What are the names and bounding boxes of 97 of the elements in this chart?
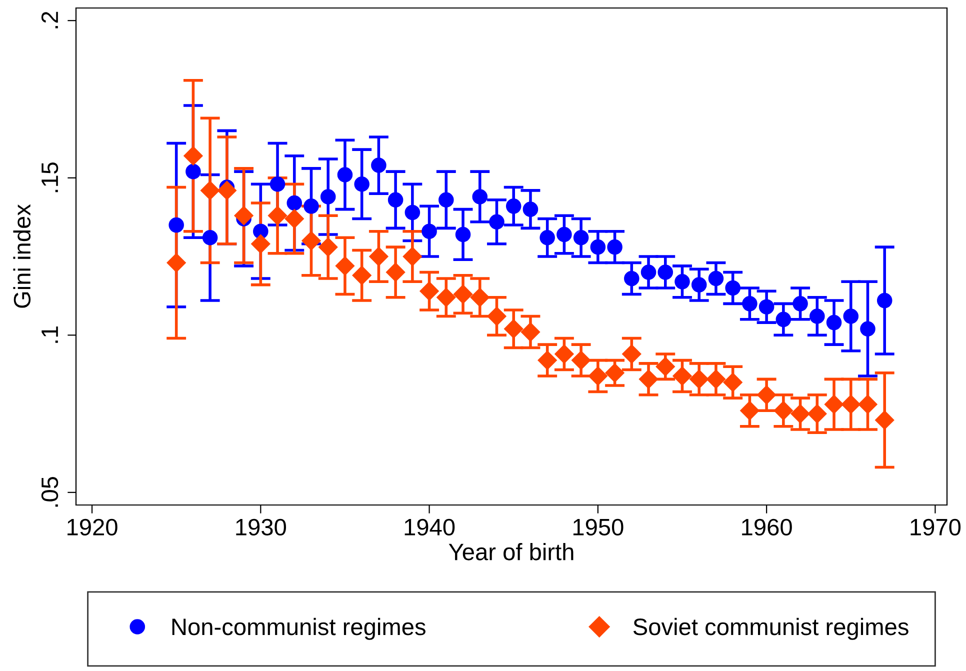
point [404, 204, 420, 220]
point [690, 370, 709, 389]
point [790, 404, 810, 424]
point [436, 288, 456, 307]
point [860, 321, 876, 336]
legend-label: Non-communist regimes [172, 618, 426, 640]
point [168, 217, 184, 233]
point [302, 231, 321, 250]
point [470, 288, 490, 307]
point [843, 308, 859, 324]
point [810, 308, 825, 324]
point [824, 394, 844, 414]
point [422, 224, 437, 239]
point [758, 299, 774, 314]
point [268, 206, 288, 226]
x-axis-title: Year of birth [448, 542, 574, 560]
point [304, 198, 319, 214]
point [725, 280, 740, 296]
y-tick-label: .2 [41, 12, 58, 28]
point [776, 312, 792, 328]
point [590, 239, 606, 255]
point [605, 363, 624, 382]
x-tick-label: 1960 [742, 518, 792, 536]
y-tick-label: .05 [41, 476, 58, 507]
point [556, 226, 572, 242]
point [658, 264, 674, 280]
point [202, 230, 218, 246]
point [388, 192, 404, 208]
point [420, 282, 439, 301]
point [538, 350, 557, 370]
point [251, 234, 270, 254]
point [166, 253, 186, 272]
point [184, 146, 203, 166]
point [402, 246, 422, 266]
point [352, 266, 372, 285]
point [186, 164, 201, 180]
point [455, 226, 471, 242]
point [808, 404, 827, 424]
point [472, 189, 488, 204]
point [740, 401, 760, 420]
point [638, 370, 658, 389]
point [453, 284, 473, 304]
point [522, 202, 538, 217]
point [742, 296, 758, 312]
point [320, 189, 336, 204]
point [335, 256, 355, 276]
point [234, 206, 254, 226]
point [200, 180, 220, 200]
point [438, 192, 454, 208]
point [672, 366, 692, 386]
point [607, 239, 622, 255]
point [337, 167, 353, 182]
point [691, 277, 707, 292]
point [573, 230, 589, 246]
point [371, 158, 386, 173]
point [572, 350, 591, 370]
point [792, 296, 808, 312]
point [841, 394, 860, 414]
point [554, 344, 574, 364]
point [858, 394, 878, 414]
point [506, 198, 522, 214]
point [708, 270, 724, 286]
x-tick-label: 1930 [236, 518, 286, 536]
point [386, 262, 406, 282]
x-tick-label: 1940 [404, 518, 455, 536]
point [217, 180, 236, 200]
point [369, 246, 388, 266]
point [674, 274, 690, 290]
point [624, 270, 640, 286]
point [270, 176, 286, 192]
point [826, 314, 842, 330]
point [622, 344, 642, 364]
x-tick-label: 1970 [910, 518, 961, 536]
point [504, 319, 524, 338]
point [318, 238, 338, 257]
point [656, 357, 675, 376]
point [723, 372, 742, 392]
point [876, 292, 892, 308]
point [286, 195, 302, 211]
x-tick-label: 1920 [68, 518, 118, 536]
y-axis-title: Gini index [13, 204, 31, 308]
point [706, 370, 726, 389]
point [520, 322, 540, 342]
point [774, 401, 793, 420]
point [489, 214, 504, 230]
point [640, 264, 656, 280]
point [487, 306, 506, 326]
point [284, 209, 304, 228]
legend-label: Soviet communist regimes [633, 618, 908, 640]
point [875, 410, 894, 430]
point [588, 366, 608, 386]
y-tick-label: .1 [42, 326, 58, 343]
x-tick-label: 1950 [573, 518, 624, 536]
point [540, 230, 555, 246]
y-tick-label: .15 [42, 162, 58, 192]
point [354, 176, 370, 192]
point [757, 385, 776, 404]
